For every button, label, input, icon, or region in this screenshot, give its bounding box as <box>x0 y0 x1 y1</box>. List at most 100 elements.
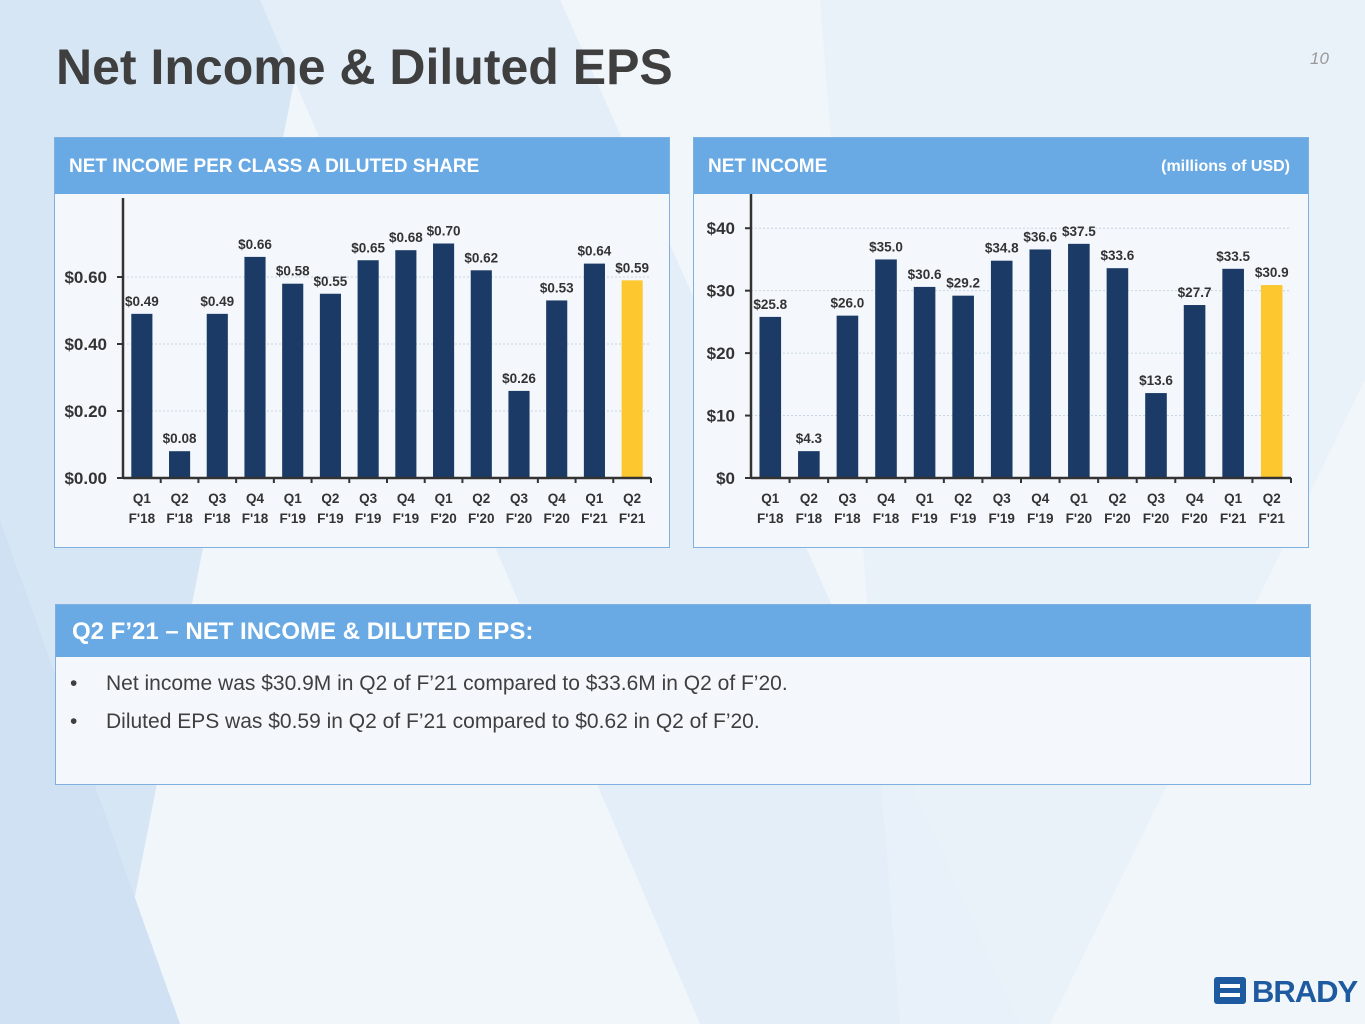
y-tick-label: $20 <box>707 344 735 363</box>
x-tick-label: F'18 <box>873 511 900 526</box>
x-tick-label: Q4 <box>1186 491 1205 506</box>
bar <box>798 451 820 478</box>
x-tick-label: F'18 <box>242 511 269 526</box>
eps-chart-panel: NET INCOME PER CLASS A DILUTED SHARE $0.… <box>54 137 670 548</box>
y-tick-label: $0.20 <box>64 402 107 421</box>
data-label: $37.5 <box>1062 224 1096 239</box>
bar <box>319 293 341 478</box>
data-label: $0.58 <box>276 264 310 279</box>
bar <box>1068 243 1090 478</box>
x-tick-label: Q2 <box>954 491 972 506</box>
x-tick-label: F'19 <box>279 511 305 526</box>
page-title: Net Income & Diluted EPS <box>56 39 673 95</box>
x-tick-label: Q1 <box>435 491 454 506</box>
data-label: $0.53 <box>540 280 574 295</box>
bar <box>1106 268 1129 478</box>
x-tick-label: Q4 <box>246 491 265 506</box>
bar <box>169 451 191 478</box>
x-tick-label: F'18 <box>757 511 784 526</box>
data-label: $0.66 <box>238 237 272 252</box>
page-number: 10 <box>1310 49 1329 68</box>
x-tick-label: F'20 <box>1181 511 1207 526</box>
x-tick-label: F'18 <box>834 511 861 526</box>
x-tick-label: F'19 <box>988 511 1014 526</box>
x-tick-label: F'21 <box>1220 511 1247 526</box>
eps-chart-header: NET INCOME PER CLASS A DILUTED SHARE <box>55 138 669 194</box>
y-tick-label: $0.60 <box>64 268 107 287</box>
net-income-chart-unit: (millions of USD) <box>1161 158 1290 175</box>
x-tick-label: Q2 <box>1108 491 1126 506</box>
summary-bullet: • Diluted EPS was $0.59 in Q2 of F’21 co… <box>56 711 788 733</box>
bar <box>470 270 492 478</box>
net-income-chart-header: NET INCOME (millions of USD) <box>694 138 1308 194</box>
x-tick-label: Q1 <box>1224 491 1243 506</box>
data-label: $27.7 <box>1178 285 1212 300</box>
bar <box>621 280 643 478</box>
x-tick-label: Q1 <box>761 491 780 506</box>
bar <box>1222 268 1244 478</box>
data-label: $36.6 <box>1023 229 1057 244</box>
data-label: $0.59 <box>615 260 649 275</box>
x-tick-label: F'19 <box>911 511 937 526</box>
summary-bullet: • Net income was $30.9M in Q2 of F’21 co… <box>56 673 788 695</box>
x-tick-label: F'20 <box>430 511 456 526</box>
y-tick-label: $0.00 <box>64 469 107 488</box>
x-tick-label: F'19 <box>317 511 343 526</box>
x-tick-label: Q3 <box>993 491 1012 506</box>
x-tick-label: Q3 <box>510 491 529 506</box>
data-label: $33.5 <box>1216 249 1250 264</box>
x-tick-label: Q1 <box>585 491 604 506</box>
x-tick-label: Q4 <box>548 491 567 506</box>
x-tick-label: F'19 <box>355 511 381 526</box>
y-tick-label: $0 <box>716 469 735 488</box>
brady-logo-text: BRADY <box>1252 974 1358 1009</box>
bar <box>1260 285 1283 478</box>
bar <box>759 316 782 478</box>
data-label: $33.6 <box>1101 248 1135 263</box>
bullet-dot: • <box>70 710 78 733</box>
bar <box>990 260 1013 478</box>
x-tick-label: F'19 <box>393 511 419 526</box>
data-label: $0.62 <box>464 250 498 265</box>
bar <box>1183 305 1206 478</box>
x-tick-label: Q4 <box>397 491 416 506</box>
summary-header: Q2 F’21 – NET INCOME & DILUTED EPS: <box>56 605 1310 657</box>
x-tick-label: Q2 <box>472 491 490 506</box>
bar <box>357 260 379 478</box>
x-tick-label: F'21 <box>581 511 608 526</box>
bar <box>131 313 153 478</box>
bar <box>1029 249 1052 478</box>
x-tick-label: Q4 <box>1031 491 1050 506</box>
bar <box>952 295 974 478</box>
x-tick-label: Q3 <box>208 491 227 506</box>
bar <box>1145 393 1167 478</box>
bar <box>546 300 568 478</box>
x-tick-label: F'18 <box>204 511 231 526</box>
y-tick-label: $30 <box>707 282 735 301</box>
bar <box>875 259 897 478</box>
data-label: $0.49 <box>125 294 159 309</box>
x-tick-label: F'19 <box>950 511 976 526</box>
x-tick-label: Q4 <box>877 491 896 506</box>
summary-list: • Net income was $30.9M in Q2 of F’21 co… <box>56 657 788 733</box>
net-income-chart-panel: NET INCOME (millions of USD) $0 $10 $20 $30… <box>693 137 1309 548</box>
brady-logo-mark-icon <box>1214 977 1246 1004</box>
data-label: $30.6 <box>908 267 942 282</box>
x-tick-label: F'20 <box>1143 511 1169 526</box>
x-tick-label: F'18 <box>796 511 823 526</box>
data-label: $0.26 <box>502 371 536 386</box>
bar <box>206 313 228 478</box>
net-income-bar-chart: $0 $10 $20 $30 $40 $25.8 Q1 F'18 $4.3 Q2 F'18 $26.0… <box>707 194 1292 526</box>
eps-bar-chart: $0.00 $0.20 $0.40 $0.60 $0.49 Q1 F'18 $0.08 Q2 F'… <box>64 198 652 526</box>
x-tick-label: Q1 <box>284 491 303 506</box>
brady-logo: BRADY <box>1214 974 1358 1009</box>
bar <box>395 250 417 478</box>
x-tick-label: F'20 <box>506 511 532 526</box>
data-label: $0.70 <box>427 224 461 239</box>
summary-bullet-text: Net income was $30.9M in Q2 of F’21 comp… <box>106 672 788 695</box>
bar <box>913 286 936 478</box>
x-tick-label: Q2 <box>171 491 189 506</box>
bar <box>583 263 605 478</box>
bar <box>508 390 530 478</box>
x-tick-label: F'20 <box>543 511 569 526</box>
